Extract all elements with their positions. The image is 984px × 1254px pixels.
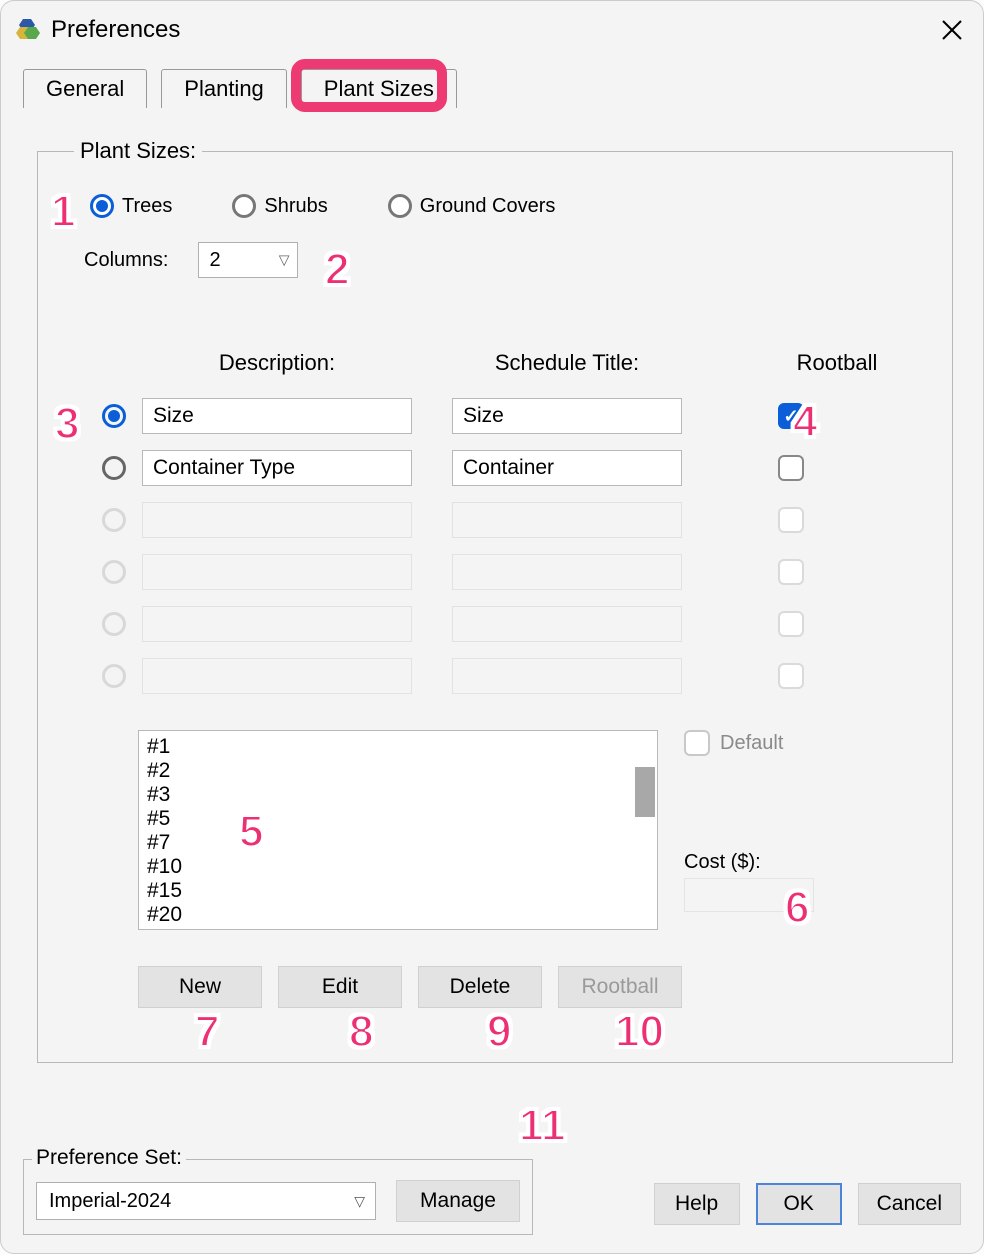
rootball-checkbox <box>778 559 804 585</box>
window-title: Preferences <box>51 16 180 44</box>
schedule-title-input <box>452 658 682 694</box>
list-item[interactable]: #7 <box>147 831 649 855</box>
chevron-down-icon: ▽ <box>354 1193 365 1210</box>
list-item[interactable]: #20 <box>147 903 649 927</box>
cost-row: Cost ($): <box>684 851 814 912</box>
radio-shrubs[interactable]: Shrubs <box>232 194 327 218</box>
close-button[interactable] <box>937 15 967 45</box>
default-checkbox[interactable] <box>684 730 710 756</box>
list-right-column: Default Cost ($): <box>684 730 952 930</box>
description-input <box>142 502 412 538</box>
schedule-title-input <box>452 502 682 538</box>
column-row <box>92 494 952 546</box>
column-row <box>92 390 952 442</box>
plant-sizes-group: Plant Sizes: Trees Shrubs Ground Covers … <box>37 151 953 1063</box>
radio-label: Trees <box>122 195 172 218</box>
preference-set-legend: Preference Set: <box>32 1146 186 1170</box>
column-row-radio[interactable] <box>102 404 126 428</box>
radio-label: Shrubs <box>264 195 327 218</box>
footer-buttons: Help OK Cancel <box>654 1183 961 1225</box>
annotation-number: 11 <box>519 1101 566 1151</box>
column-row <box>92 650 952 702</box>
description-input <box>142 658 412 694</box>
header-schedule-title: Schedule Title: <box>452 350 682 376</box>
group-legend: Plant Sizes: <box>74 138 202 164</box>
cost-input[interactable] <box>684 878 814 912</box>
preferences-window: Preferences General Planting Plant Sizes… <box>0 0 984 1254</box>
column-row-radio <box>102 508 126 532</box>
default-checkbox-row: Default <box>684 730 952 756</box>
columns-row: Columns: 2 ▽ <box>84 242 952 278</box>
footer: Preference Set: Imperial-2024 ▽ Manage H… <box>23 1159 961 1235</box>
delete-button[interactable]: Delete <box>418 966 542 1008</box>
help-button[interactable]: Help <box>654 1183 740 1225</box>
chevron-down-icon: ▽ <box>279 252 290 269</box>
column-headers: Description: Schedule Title: Rootball <box>92 350 952 376</box>
list-item[interactable]: #2 <box>147 759 649 783</box>
manage-button[interactable]: Manage <box>396 1180 520 1222</box>
list-buttons-row: New Edit Delete Rootball <box>138 966 952 1008</box>
radio-label: Ground Covers <box>420 195 556 218</box>
radio-trees[interactable]: Trees <box>90 194 172 218</box>
description-input <box>142 606 412 642</box>
column-row <box>92 598 952 650</box>
radio-ground-covers[interactable]: Ground Covers <box>388 194 556 218</box>
preference-set-group: Preference Set: Imperial-2024 ▽ Manage <box>23 1159 533 1235</box>
header-description: Description: <box>142 350 412 376</box>
app-icon <box>15 17 41 43</box>
schedule-title-input <box>452 606 682 642</box>
cancel-button[interactable]: Cancel <box>858 1183 961 1225</box>
default-label: Default <box>720 732 783 755</box>
columns-select[interactable]: 2 ▽ <box>198 242 298 278</box>
column-row <box>92 442 952 494</box>
schedule-title-input[interactable] <box>452 398 682 434</box>
new-button[interactable]: New <box>138 966 262 1008</box>
list-item[interactable]: #10 <box>147 855 649 879</box>
column-row-radio <box>102 664 126 688</box>
rootball-checkbox <box>778 611 804 637</box>
edit-button[interactable]: Edit <box>278 966 402 1008</box>
list-item[interactable]: #1 <box>147 735 649 759</box>
titlebar: Preferences <box>1 1 983 55</box>
description-input[interactable] <box>142 398 412 434</box>
size-listbox[interactable]: #1#2#3#5#7#10#15#20 <box>138 730 658 930</box>
rootball-checkbox <box>778 507 804 533</box>
description-input[interactable] <box>142 450 412 486</box>
columns-label: Columns: <box>84 249 168 272</box>
rootball-checkbox[interactable] <box>778 403 804 429</box>
plant-type-radios: Trees Shrubs Ground Covers <box>90 194 952 218</box>
rootball-button[interactable]: Rootball <box>558 966 682 1008</box>
column-row-radio <box>102 612 126 636</box>
radio-icon <box>232 194 256 218</box>
list-item[interactable]: #15 <box>147 879 649 903</box>
list-item[interactable]: #5 <box>147 807 649 831</box>
schedule-title-input[interactable] <box>452 450 682 486</box>
tab-general[interactable]: General <box>23 69 147 108</box>
radio-icon <box>388 194 412 218</box>
column-row-radio <box>102 560 126 584</box>
tab-plant-sizes[interactable]: Plant Sizes <box>301 69 457 108</box>
radio-icon <box>90 194 114 218</box>
sizes-area: #1#2#3#5#7#10#15#20 Default Cost ($): <box>138 730 952 930</box>
schedule-title-input <box>452 554 682 590</box>
list-item[interactable]: #3 <box>147 783 649 807</box>
column-row-radio[interactable] <box>102 456 126 480</box>
columns-value: 2 <box>209 249 220 272</box>
header-rootball: Rootball <box>682 350 952 376</box>
scrollbar-thumb[interactable] <box>635 767 655 817</box>
rootball-checkbox <box>778 663 804 689</box>
cost-label: Cost ($): <box>684 851 814 874</box>
column-row <box>92 546 952 598</box>
preference-set-value: Imperial-2024 <box>49 1190 171 1213</box>
rootball-checkbox[interactable] <box>778 455 804 481</box>
ok-button[interactable]: OK <box>756 1183 842 1225</box>
column-grid: Description: Schedule Title: Rootball <box>92 350 952 702</box>
close-icon <box>941 19 963 41</box>
description-input <box>142 554 412 590</box>
tab-planting[interactable]: Planting <box>161 69 287 108</box>
preference-set-select[interactable]: Imperial-2024 ▽ <box>36 1182 376 1220</box>
tabs: General Planting Plant Sizes <box>1 55 983 108</box>
